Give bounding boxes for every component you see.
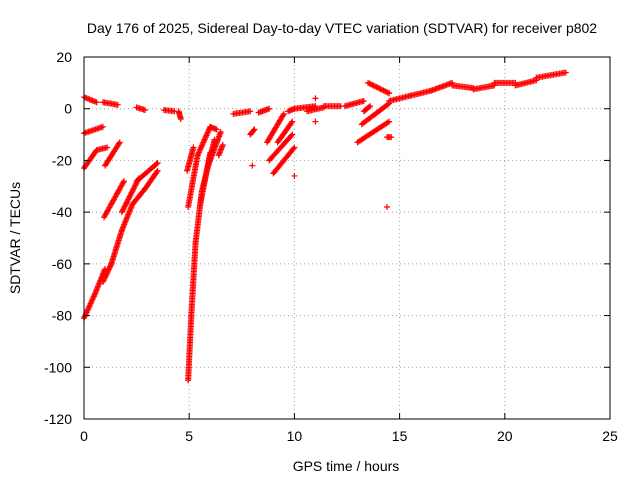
- x-tick-label: 25: [602, 428, 618, 444]
- x-axis-label: GPS time / hours: [293, 458, 400, 474]
- data-point: [120, 178, 127, 185]
- data-point: [384, 101, 391, 108]
- data-point: [103, 270, 110, 277]
- data-point: [289, 118, 296, 125]
- x-tick-label: 10: [287, 428, 303, 444]
- data-point: [103, 271, 110, 278]
- data-point: [107, 262, 114, 269]
- data-point: [266, 105, 273, 112]
- y-tick-label: 0: [64, 101, 72, 117]
- data-point: [213, 126, 220, 133]
- data-point: [251, 126, 258, 133]
- data-point: [388, 134, 395, 141]
- data-point: [115, 140, 122, 147]
- data-point: [100, 277, 107, 284]
- data-point: [104, 269, 111, 276]
- data-point: [219, 141, 226, 148]
- data-point: [99, 278, 106, 285]
- data-point: [99, 123, 106, 130]
- y-axis-label: SDTVAR / TECUs: [7, 182, 23, 294]
- data-point: [190, 144, 197, 151]
- y-tick-label: -60: [52, 256, 72, 272]
- data-point: [153, 161, 160, 168]
- data-point: [360, 97, 367, 104]
- data-point: [288, 132, 295, 139]
- data-point: [217, 128, 224, 135]
- x-tick-label: 20: [497, 428, 513, 444]
- x-tick-label: 5: [185, 428, 193, 444]
- data-point: [120, 179, 127, 186]
- data-point: [107, 263, 114, 270]
- data-point: [288, 119, 295, 126]
- data-point: [249, 162, 256, 169]
- data-point: [312, 95, 319, 102]
- x-tick-label: 15: [392, 428, 408, 444]
- data-point: [104, 144, 111, 151]
- data-point: [312, 118, 319, 125]
- y-tick-label: -120: [44, 411, 72, 427]
- data-point: [177, 116, 184, 123]
- data-point: [154, 167, 161, 174]
- data-point: [247, 108, 254, 115]
- data-point: [280, 110, 287, 117]
- data-point: [105, 266, 112, 273]
- data-point: [153, 169, 160, 176]
- data-point: [562, 69, 569, 76]
- grid-lines: [84, 57, 610, 419]
- y-tick-label: -80: [52, 308, 72, 324]
- data-point: [250, 127, 257, 134]
- data-point: [106, 265, 113, 272]
- data-point: [291, 172, 298, 179]
- data-point: [101, 276, 108, 283]
- data-point: [102, 273, 109, 280]
- y-tick-label: -20: [52, 152, 72, 168]
- y-tick-label: -40: [52, 204, 72, 220]
- data-point: [290, 145, 297, 152]
- x-tick-label: 0: [80, 428, 88, 444]
- axis-ticks: 0 5 10 15 20 25 20 0 -20 -40 -60 -80 -100 -120: [44, 49, 618, 444]
- data-markers: [81, 69, 569, 384]
- data-point: [383, 203, 390, 210]
- data-point: [366, 103, 373, 110]
- y-tick-label: -100: [44, 359, 72, 375]
- data-point: [291, 144, 298, 151]
- data-point: [142, 107, 149, 114]
- data-point: [116, 139, 123, 146]
- data-point: [280, 112, 287, 119]
- chart-title: Day 176 of 2025, Sidereal Day-to-day VTE…: [87, 20, 597, 36]
- data-point: [289, 131, 296, 138]
- plot-frame: [83, 56, 611, 420]
- y-tick-label: 20: [56, 49, 72, 65]
- data-point: [114, 101, 121, 108]
- data-point: [384, 119, 391, 126]
- data-point: [367, 103, 374, 110]
- data-point: [386, 90, 393, 97]
- data-point: [154, 160, 161, 167]
- data-point: [105, 267, 112, 274]
- data-point: [101, 274, 108, 281]
- data-point: [93, 99, 100, 106]
- data-point: [386, 118, 393, 125]
